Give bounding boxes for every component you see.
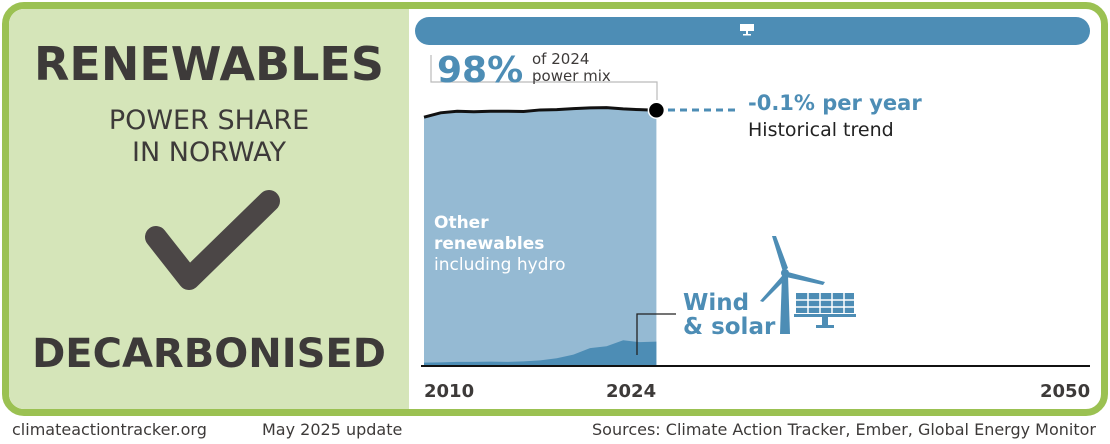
other-label-2: renewables [434, 234, 544, 254]
latest-value-point [647, 101, 666, 119]
callout-bracket [430, 55, 658, 100]
panel-title: RENEWABLES [34, 37, 384, 91]
area-other-renewables [424, 107, 657, 365]
subtitle-line-1: POWER SHARE [108, 105, 310, 136]
status-label: DECARBONISED [32, 331, 386, 377]
x-tick-2010: 2010 [424, 381, 474, 402]
area-wind-solar [424, 340, 657, 365]
summary-panel: RENEWABLES POWER SHARE IN NORWAY DECARBO… [9, 9, 409, 409]
callout-text-2: power mix [532, 67, 611, 85]
other-label-3: including hydro [434, 255, 565, 275]
other-label-1: Other [434, 213, 489, 233]
callout-value: 98% [437, 50, 523, 91]
callout-text-1: of 2024 [532, 50, 589, 68]
checkmark-icon [145, 190, 280, 290]
ws-label-1: Wind [683, 290, 749, 316]
footer-update: May 2025 update [262, 420, 403, 439]
solar-panel-icon [794, 293, 856, 328]
wind-turbine-icon [760, 236, 825, 334]
ws-label-2: & solar [683, 314, 776, 340]
x-tick-2024: 2024 [606, 381, 656, 402]
panel-subtitle: POWER SHARE IN NORWAY [9, 105, 409, 169]
trend-label: Historical trend [748, 119, 894, 141]
total-renewables-line [423, 106, 657, 119]
subtitle-line-2: IN NORWAY [132, 137, 286, 168]
footer-sources: Sources: Climate Action Tracker, Ember, … [592, 420, 1096, 439]
x-tick-2050: 2050 [1040, 381, 1090, 402]
footer-website[interactable]: climateactiontracker.org [12, 420, 207, 439]
solar-panel-icon [740, 24, 754, 36]
ws-leader-line [636, 313, 676, 355]
trend-value: -0.1% per year [748, 91, 922, 115]
